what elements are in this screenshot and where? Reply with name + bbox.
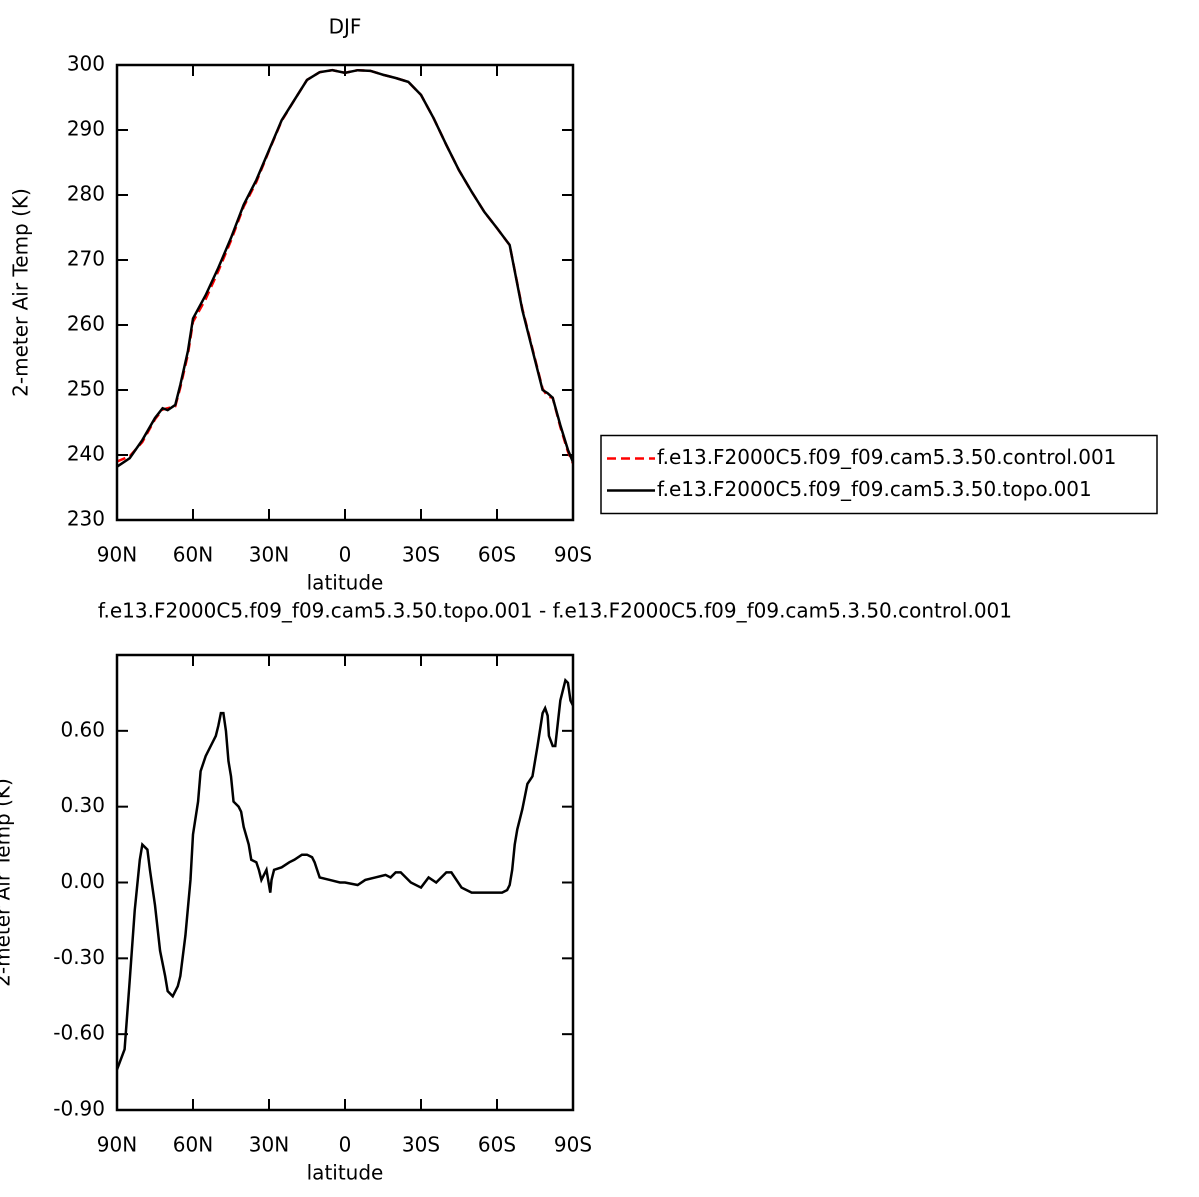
y-tick-label: 280 xyxy=(67,182,105,206)
data-line xyxy=(115,677,575,1070)
x-axis-label: latitude xyxy=(307,571,384,595)
y-tick-label: 0.30 xyxy=(60,793,105,817)
y-tick-label: 270 xyxy=(67,247,105,271)
x-tick-label: 90S xyxy=(554,543,592,567)
x-tick-label: 30S xyxy=(402,543,440,567)
legend-box xyxy=(600,434,1158,515)
plot: f.e13.F2000C5.f09_f09.cam5.3.50.topo.001… xyxy=(0,599,1012,1185)
x-tick-label: 30S xyxy=(402,1133,440,1157)
x-tick-label: 0 xyxy=(339,1133,352,1157)
y-axis-label: 2-meter Air Temp (K) xyxy=(0,778,15,987)
x-tick-label: 60N xyxy=(173,543,213,567)
x-tick-label: 90N xyxy=(97,1133,137,1157)
y-tick-label: 0.60 xyxy=(60,717,105,741)
y-tick-label: -0.90 xyxy=(53,1097,105,1121)
x-tick-label: 60S xyxy=(478,543,516,567)
plot: DJF latitude 2-meter Air Temp (K) 90N 60N 30N… xyxy=(9,15,1158,595)
x-tick-label: 30N xyxy=(249,543,289,567)
plot-frame xyxy=(115,63,575,522)
y-axis-label: 2-meter Air Temp (K) xyxy=(9,188,33,397)
y-tick-label: 230 xyxy=(67,507,105,531)
chart-title: f.e13.F2000C5.f09_f09.cam5.3.50.topo.001… xyxy=(98,599,1012,623)
data-line xyxy=(116,68,575,464)
x-tick-label: 60N xyxy=(173,1133,213,1157)
chart-title: DJF xyxy=(329,15,362,39)
x-tick-label: 30N xyxy=(249,1133,289,1157)
legend-label: f.e13.F2000C5.f09_f09.cam5.3.50.topo.001 xyxy=(657,477,1092,501)
x-tick-label: 90S xyxy=(554,1133,592,1157)
y-tick-label: -0.60 xyxy=(53,1021,105,1045)
legend-label: f.e13.F2000C5.f09_f09.cam5.3.50.control.… xyxy=(657,445,1116,469)
x-tick-label: 0 xyxy=(339,543,352,567)
y-tick-label: 260 xyxy=(67,312,105,336)
data-line xyxy=(116,68,575,468)
y-tick-label: -0.30 xyxy=(53,945,105,969)
y-tick-label: 0.00 xyxy=(60,869,105,893)
x-axis-label: latitude xyxy=(307,1161,384,1185)
y-tick-label: 250 xyxy=(67,377,105,401)
y-tick-label: 290 xyxy=(67,117,105,141)
y-tick-label: 300 xyxy=(67,52,105,76)
x-tick-label: 60S xyxy=(478,1133,516,1157)
y-tick-label: 240 xyxy=(67,442,105,466)
plot-frame xyxy=(115,653,575,1112)
x-tick-label: 90N xyxy=(97,543,137,567)
